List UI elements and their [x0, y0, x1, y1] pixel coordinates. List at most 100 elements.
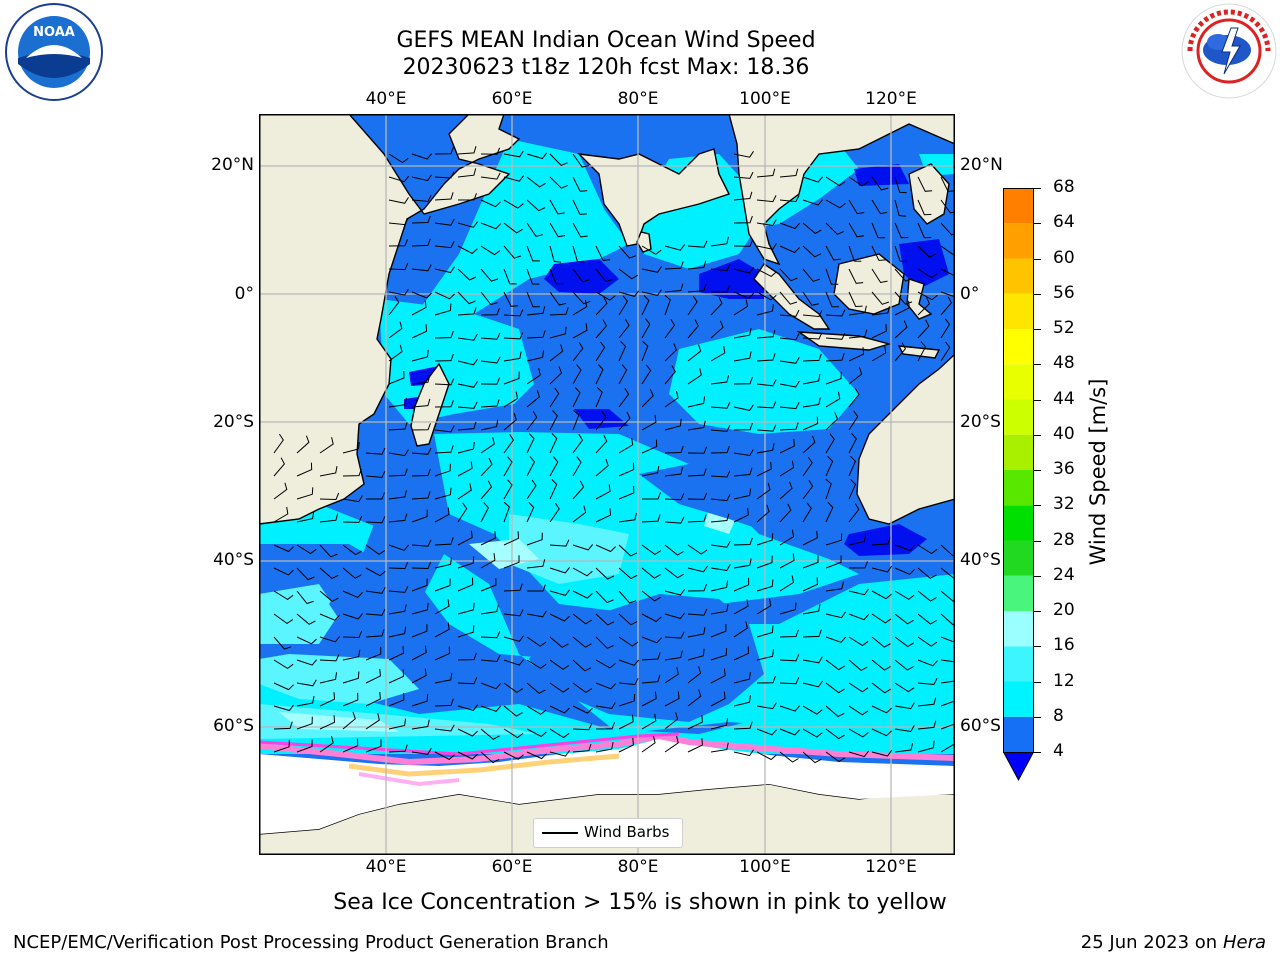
sea-ice-region: [259, 739, 955, 834]
wind-barb: [319, 492, 340, 501]
wind-barb: [549, 291, 567, 306]
wind-under-4-regions: [404, 164, 949, 556]
wind-barb: [825, 371, 842, 385]
wind-barb: [848, 222, 865, 238]
lat-label-left-2: 0°: [234, 284, 254, 304]
wind-barb: [687, 514, 707, 523]
wind-barb: [388, 646, 405, 661]
wind-barb: [711, 285, 730, 293]
wind-barb: [595, 682, 616, 690]
wind-barb: [480, 728, 500, 740]
wind-barb: [848, 199, 865, 215]
colorbar-tick-mark: [1034, 293, 1041, 295]
wind-barb: [871, 705, 892, 714]
wind-barb: [733, 695, 751, 707]
wind-barb: [733, 215, 753, 224]
colorbar-segment: [1003, 575, 1034, 611]
wind-barb: [940, 613, 955, 626]
wind-barb: [779, 460, 795, 477]
wind-barb: [342, 613, 363, 620]
wind-barb: [388, 692, 405, 707]
wind-barb: [917, 319, 930, 339]
wind-barb: [526, 350, 544, 362]
wind-barb: [526, 245, 540, 262]
wind-barb: [917, 291, 938, 301]
wind-barb: [733, 449, 754, 457]
lon-label-top-5: 120°E: [865, 89, 917, 109]
wind-barb: [549, 659, 570, 670]
wind-barb: [871, 222, 886, 239]
wind-barb: [457, 401, 478, 409]
wind-barb: [687, 738, 703, 753]
wind-barb: [342, 738, 359, 753]
wind-barb: [664, 612, 685, 620]
wind-barb: [664, 712, 679, 730]
wind-barb: [687, 584, 707, 592]
footer-credit: NCEP/EMC/Verification Post Processing Pr…: [13, 932, 609, 953]
wind-barb: [664, 735, 679, 753]
wind-barb: [618, 567, 638, 580]
wind-barb: [871, 268, 888, 284]
wind-barb: [365, 739, 382, 753]
wind-barb: [503, 635, 524, 642]
wind-barb: [526, 306, 546, 316]
wind-barb: [595, 364, 604, 385]
wind-barb: [894, 682, 915, 693]
wind-barb: [549, 326, 567, 339]
wind-barb: [411, 468, 431, 477]
wind-barb: [871, 291, 890, 305]
wind-barb: [480, 291, 498, 306]
wind-barb: [388, 370, 405, 385]
wind-barb: [894, 725, 915, 733]
wind-barb: [687, 492, 708, 500]
wind-barb: [802, 629, 822, 638]
wind-barb: [273, 613, 294, 625]
wind-barb: [549, 433, 558, 454]
wind-barb: [480, 332, 501, 340]
wind-barb: [917, 297, 930, 316]
colorbar-tick-label: 24: [1053, 564, 1075, 585]
wind-barb: [526, 176, 546, 188]
wind-barb: [917, 245, 937, 258]
lon-label-top-2: 60°E: [491, 89, 533, 109]
wind-barb: [503, 479, 513, 500]
wind-barb: [733, 239, 754, 247]
colorbar-tick-label: 28: [1053, 529, 1075, 550]
wind-barb: [894, 199, 907, 217]
wind-barb: [526, 659, 547, 669]
wind-barb: [733, 537, 753, 546]
wind-barb: [503, 609, 524, 617]
wind-barb: [825, 456, 834, 477]
wind-barb: [940, 590, 955, 602]
wind-barb: [733, 599, 749, 615]
wind-barb: [710, 540, 731, 548]
wind-barb: [457, 652, 477, 661]
wind-barb: [733, 299, 749, 316]
wind-barb: [411, 509, 428, 523]
wind-barb: [825, 533, 843, 546]
lat-label-left-5: 60°S: [213, 716, 254, 736]
colorbar-label: Wind Speed [m/s]: [1086, 378, 1110, 566]
wind-barb: [595, 508, 612, 523]
wind-barb: [710, 648, 728, 661]
colorbar-tick-label: 56: [1053, 282, 1075, 303]
wind-barb: [457, 483, 472, 500]
wind-barb: [434, 353, 454, 362]
colorbar-segment: [1003, 258, 1034, 294]
wind-barb: [848, 433, 857, 454]
wind-barb: [572, 505, 587, 523]
wind-barb: [733, 749, 754, 757]
wind-barb: [871, 682, 891, 694]
wind-barb: [618, 437, 634, 454]
wind-barb: [779, 245, 800, 254]
wind-barb: [641, 364, 652, 385]
wind-barb: [756, 243, 777, 250]
wind-barb: [273, 739, 290, 753]
wind-barb: [526, 199, 546, 212]
wind-barb: [848, 388, 860, 408]
wind-barb: [273, 721, 293, 730]
wind-barb: [480, 268, 499, 282]
wind-barb: [687, 565, 709, 573]
wind-barb: [756, 579, 774, 592]
wind-barb: [388, 288, 409, 296]
